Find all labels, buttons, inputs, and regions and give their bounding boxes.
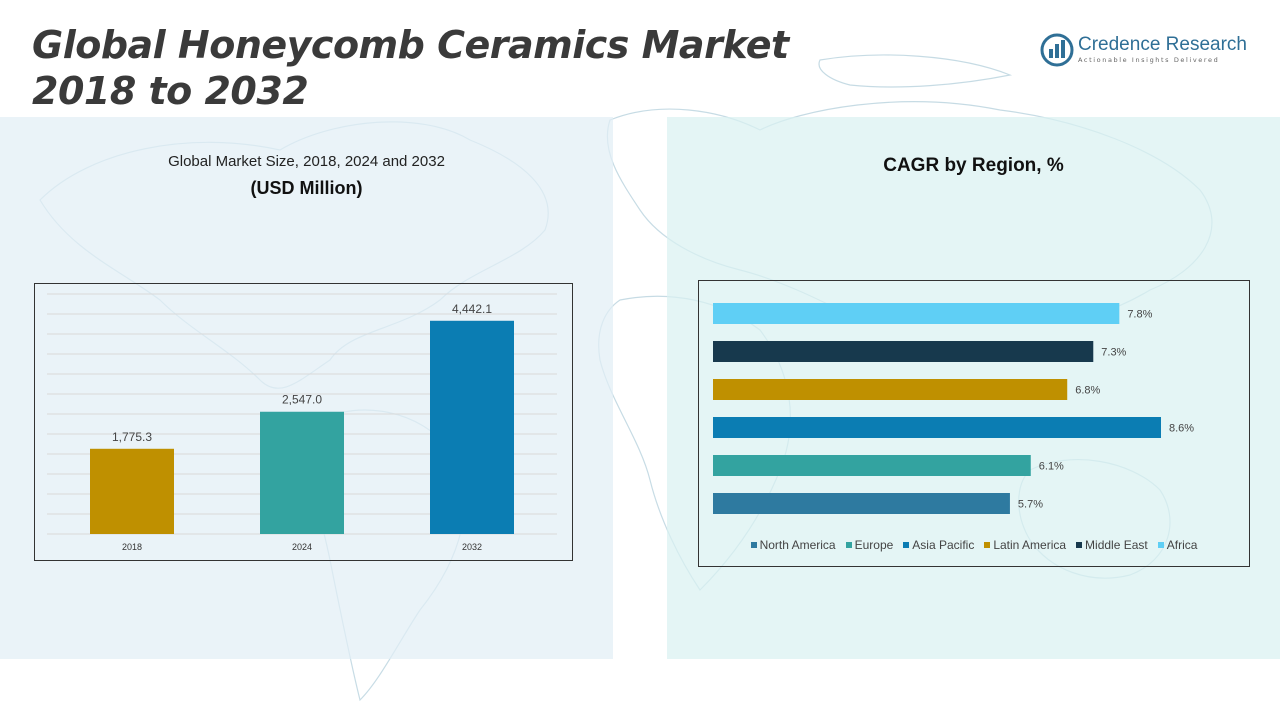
x-tick-label: 2018 xyxy=(122,542,142,552)
hbar-value-label: 7.8% xyxy=(1127,309,1152,321)
legend-swatch xyxy=(750,542,757,548)
bar-2032 xyxy=(430,320,514,534)
page-title: Global Honeycomb Ceramics Market 2018 to… xyxy=(32,22,789,114)
x-tick-label: 2032 xyxy=(462,542,482,552)
title-line-1: Global Honeycomb Ceramics Market xyxy=(32,23,789,67)
market-size-chart: 1,775.3 2018 2,547.0 2024 4,442.1 2032 xyxy=(34,283,573,561)
legend-label: Europe xyxy=(854,538,894,552)
market-size-chart-svg: 1,775.3 2018 2,547.0 2024 4,442.1 2032 xyxy=(47,293,557,552)
bar-2024 xyxy=(260,411,344,534)
market-size-unit: (USD Million) xyxy=(250,178,363,198)
bar-value-label: 2,547.0 xyxy=(282,393,322,407)
logo-tagline: Actionable Insights Delivered xyxy=(1078,56,1220,64)
hbar-value-label: 7.3% xyxy=(1101,347,1126,359)
legend-label: North America xyxy=(759,538,836,552)
legend-item: Middle East xyxy=(1076,538,1148,552)
hbar-value-label: 8.6% xyxy=(1169,423,1194,435)
legend-swatch xyxy=(845,542,852,548)
hbar-europe xyxy=(713,455,1031,476)
bar-value-label: 4,442.1 xyxy=(452,302,492,316)
hbar-value-label: 6.1% xyxy=(1039,461,1064,473)
legend-swatch xyxy=(984,542,991,548)
cagr-title: CAGR by Region, % xyxy=(883,155,1064,176)
legend-label: Asia Pacific xyxy=(912,538,975,552)
hbar-africa xyxy=(713,303,1120,324)
title-line-2: 2018 to 2032 xyxy=(32,69,309,113)
legend-item: Africa xyxy=(1157,538,1198,552)
bar-2018 xyxy=(90,448,174,534)
legend-item: Asia Pacific xyxy=(903,538,974,552)
credence-logo-icon xyxy=(1040,33,1074,67)
hbar-value-label: 5.7% xyxy=(1018,499,1043,511)
cagr-chart: 7.8% 7.3% 6.8% 8.6% 6.1% 5.7% North America Eu… xyxy=(698,280,1250,567)
legend-swatch xyxy=(1076,542,1083,548)
legend-item: North America xyxy=(750,538,836,552)
legend-swatch xyxy=(1157,542,1164,548)
company-logo: Credence Research Actionable Insights De… xyxy=(1040,30,1255,70)
legend-label: Middle East xyxy=(1085,538,1148,552)
legend-swatch xyxy=(903,542,910,548)
legend-item: Latin America xyxy=(984,538,1066,552)
x-tick-label: 2024 xyxy=(292,542,312,552)
market-size-title: Global Market Size, 2018, 2024 and 2032 xyxy=(168,153,445,170)
hbar-middle-east xyxy=(713,341,1094,362)
legend-label: Africa xyxy=(1166,538,1198,552)
hbar-value-label: 6.8% xyxy=(1075,385,1100,397)
cagr-legend: North America Europe Asia Pacific Latin Ame… xyxy=(699,538,1249,552)
legend-label: Latin America xyxy=(993,538,1067,552)
bar-value-label: 1,775.3 xyxy=(112,430,152,444)
cagr-chart-svg: 7.8% 7.3% 6.8% 8.6% 6.1% 5.7% xyxy=(713,303,1194,514)
hbar-north-america xyxy=(713,493,1010,514)
legend-item: Europe xyxy=(845,538,894,552)
hbar-latin-america xyxy=(713,379,1068,400)
hbar-asia-pacific xyxy=(713,417,1161,438)
logo-name: Credence Research xyxy=(1078,34,1247,55)
